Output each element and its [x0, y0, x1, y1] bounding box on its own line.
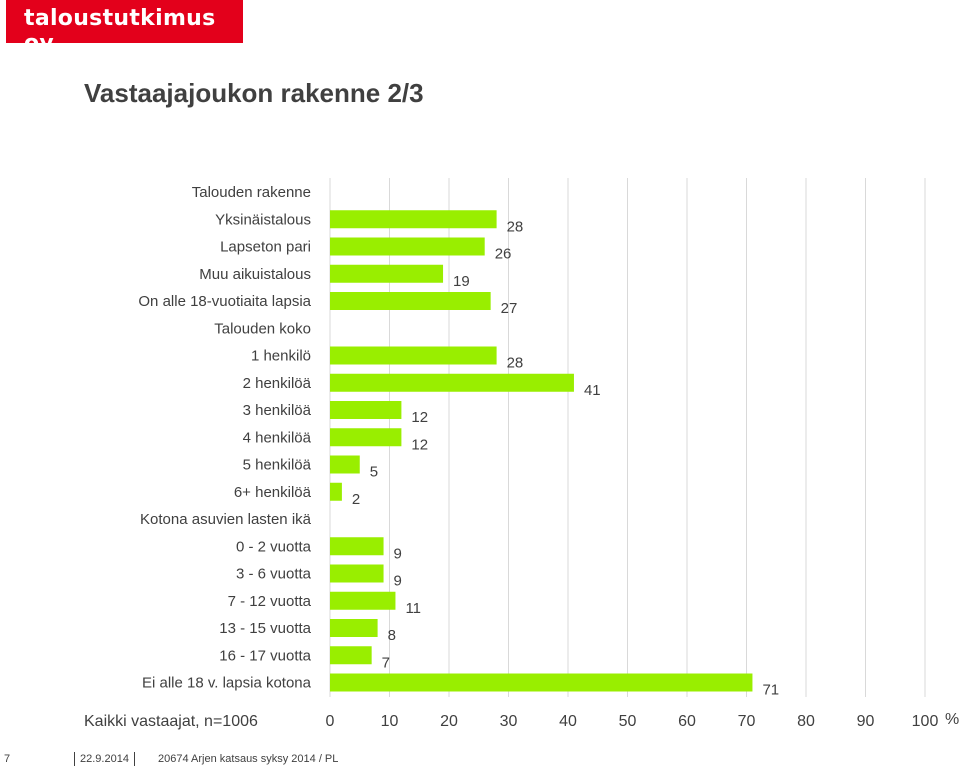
bar-value-label: 26 [495, 246, 512, 263]
bar-value-label: 19 [453, 273, 470, 290]
bar-value-label: 41 [584, 382, 601, 399]
bar-value-label: 27 [501, 300, 518, 317]
x-tick-label: 40 [559, 713, 577, 730]
bar [330, 346, 497, 365]
footer-report-name: 20674 Arjen katsaus syksy 2014 / PL [158, 753, 339, 765]
category-label: 6+ henkilöä [234, 484, 312, 501]
bar-value-label: 11 [405, 600, 421, 617]
category-label: 1 henkilö [251, 348, 311, 365]
logo: taloustutkimus oy [6, 0, 243, 56]
x-axis-unit-label: % [945, 711, 959, 728]
bar-value-label: 28 [507, 218, 524, 235]
x-tick-label: 70 [738, 713, 756, 730]
chart-category-labels: Talouden rakenne Yksinäistalous Lapseton p… [138, 184, 311, 692]
footer-divider [74, 752, 75, 766]
bar-value-label: 8 [388, 627, 396, 644]
logo-text: taloustutkimus oy [24, 6, 216, 56]
bar-value-label: 28 [507, 355, 524, 372]
bar [330, 455, 360, 474]
category-label: 0 - 2 vuotta [236, 538, 312, 555]
x-tick-label: 10 [381, 713, 399, 730]
x-tick-label: 30 [500, 713, 518, 730]
bar [330, 373, 574, 392]
bar [330, 210, 497, 229]
x-tick-label: 90 [857, 713, 875, 730]
bar-value-label: 5 [370, 464, 378, 481]
category-label: On alle 18-vuotiaita lapsia [138, 293, 311, 310]
category-label: 3 - 6 vuotta [236, 566, 312, 583]
bar-value-label: 12 [411, 436, 428, 453]
bar [330, 673, 753, 692]
category-label: 16 - 17 vuotta [219, 647, 311, 664]
chart-bars [330, 210, 753, 692]
bar [330, 482, 342, 501]
bar-value-label: 7 [382, 654, 390, 671]
x-tick-label: 20 [440, 713, 458, 730]
footer: 7 22.9.2014 20674 Arjen katsaus syksy 20… [0, 750, 360, 768]
bar-value-label: 2 [352, 491, 360, 508]
bar [330, 564, 384, 583]
bar-value-label: 12 [411, 409, 428, 426]
bar [330, 401, 402, 419]
bar [330, 646, 372, 665]
category-label: Muu aikuistalous [199, 266, 311, 283]
category-label: 4 henkilöä [243, 429, 312, 446]
x-tick-label: 80 [797, 713, 815, 730]
x-tick-label: 50 [619, 713, 637, 730]
chart-x-ticks: 0 10 20 30 40 50 60 70 80 90 100 [326, 713, 939, 730]
bar [330, 619, 378, 637]
category-label: 7 - 12 vuotta [228, 593, 312, 610]
category-label: Ei alle 18 v. lapsia kotona [142, 675, 312, 692]
category-group-label: Kotona asuvien lasten ikä [140, 511, 312, 528]
category-label: Lapseton pari [220, 239, 311, 256]
bar [330, 591, 396, 610]
category-label: 5 henkilöä [243, 457, 312, 474]
page-title: Vastaajajoukon rakenne 2/3 [84, 78, 424, 108]
bar-value-label: 9 [394, 545, 402, 562]
x-tick-label: 60 [678, 713, 696, 730]
x-tick-label: 0 [326, 713, 335, 730]
footer-divider [134, 752, 135, 766]
x-axis-label: Kaikki vastaajat, n=1006 [84, 713, 258, 730]
category-label: 13 - 15 vuotta [219, 620, 311, 637]
bar [330, 264, 444, 283]
bar [330, 292, 491, 310]
category-label: 3 henkilöä [243, 402, 312, 419]
bar [330, 537, 384, 556]
footer-date: 22.9.2014 [80, 753, 129, 765]
bar-chart: Talouden rakenne Yksinäistalous Lapseton p… [84, 178, 959, 730]
footer-page-number: 7 [4, 753, 11, 765]
category-group-label: Talouden koko [214, 320, 311, 337]
bar [330, 428, 402, 447]
category-label: 2 henkilöä [243, 375, 312, 392]
x-tick-label: 100 [912, 713, 939, 730]
category-group-label: Talouden rakenne [192, 184, 311, 201]
category-label: Yksinäistalous [215, 211, 311, 228]
bar [330, 237, 485, 256]
bar-value-label: 71 [762, 682, 779, 699]
bar-value-label: 9 [394, 573, 402, 590]
